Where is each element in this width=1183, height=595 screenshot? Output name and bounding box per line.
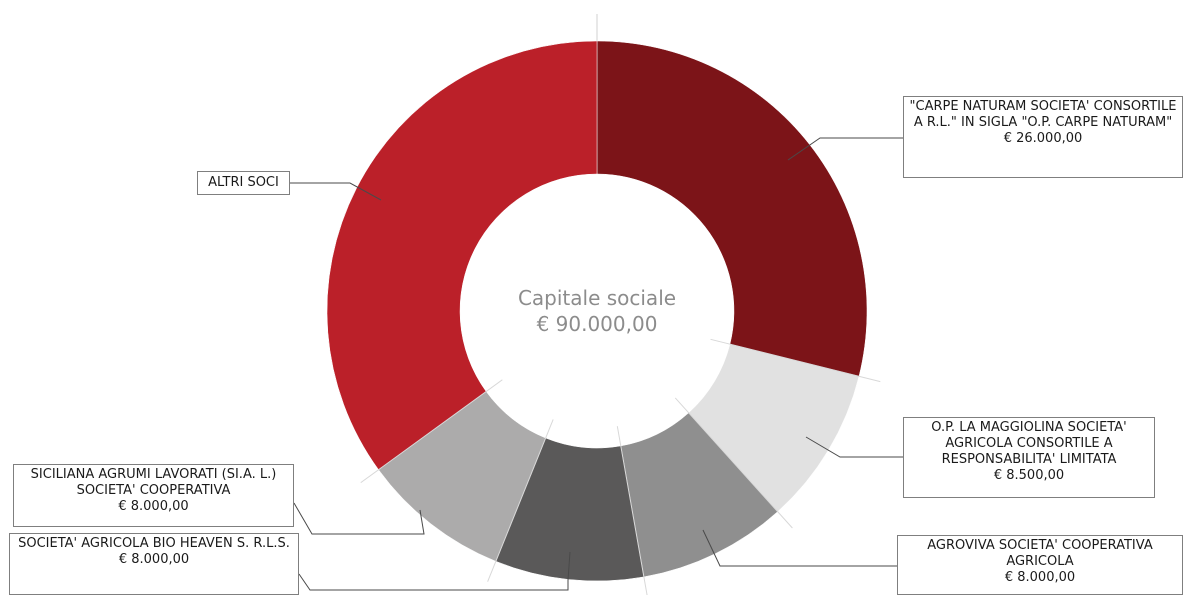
chart-title: Capitale sociale (517, 286, 677, 310)
slice-label-value: € 8.000,00 (118, 499, 189, 514)
leader-line-agroviva (702, 529, 897, 567)
leader-line-maggiolina (805, 436, 903, 458)
leader-line-carpe-naturam (787, 137, 903, 161)
slice-label-name: SICILIANA AGRUMI LAVORATI (SI.A. L.) SOC… (30, 467, 277, 498)
leader-line-altri-soci (290, 182, 382, 201)
leader-line-siciliana-agrumi (293, 502, 425, 535)
slice-label-siciliana-agrumi: SICILIANA AGRUMI LAVORATI (SI.A. L.) SOC… (13, 464, 294, 527)
chart-total: € 90.000,00 (536, 312, 658, 336)
slice-label-value: € 26.000,00 (1003, 131, 1083, 146)
slice-label-value: € 8.000,00 (118, 552, 190, 567)
chart-center-label: Capitale sociale € 90.000,00 (447, 285, 747, 337)
slice-label-name: O.P. LA MAGGIOLINA SOCIETA' AGRICOLA CON… (931, 420, 1127, 467)
slice-boundary-tick (674, 397, 793, 529)
slice-altri-soci[interactable] (326, 40, 598, 471)
slice-label-maggiolina: O.P. LA MAGGIOLINA SOCIETA' AGRICOLA CON… (903, 417, 1155, 498)
slice-boundary-tick (487, 419, 554, 582)
slice-label-bio-heaven: SOCIETA' AGRICOLA BIO HEAVEN S. R.L.S. €… (9, 533, 299, 595)
slice-label-name: "CARPE NATURAM SOCIETA' CONSORTILE A R.L… (909, 99, 1177, 130)
slice-label-name: AGROVIVA SOCIETA' COOPERATIVA AGRICOLA (927, 538, 1153, 569)
slice-label-agroviva: AGROVIVA SOCIETA' COOPERATIVA AGRICOLA €… (897, 535, 1183, 595)
slice-label-name: ALTRI SOCI (208, 175, 279, 190)
slice-label-value: € 8.000,00 (1004, 570, 1076, 585)
slice-label-altri-soci: ALTRI SOCI (197, 171, 290, 195)
slice-label-value: € 8.500,00 (993, 468, 1065, 483)
slice-label-name: SOCIETA' AGRICOLA BIO HEAVEN S. R.L.S. (18, 536, 290, 551)
leader-line-bio-heaven (298, 551, 571, 591)
slice-boundary-tick (616, 426, 648, 595)
slice-label-carpe-naturam: "CARPE NATURAM SOCIETA' CONSORTILE A R.L… (903, 96, 1183, 178)
slice-boundary-tick (360, 379, 503, 484)
slice-carpe-naturam[interactable] (596, 40, 868, 377)
slice-boundary-tick (710, 338, 881, 383)
